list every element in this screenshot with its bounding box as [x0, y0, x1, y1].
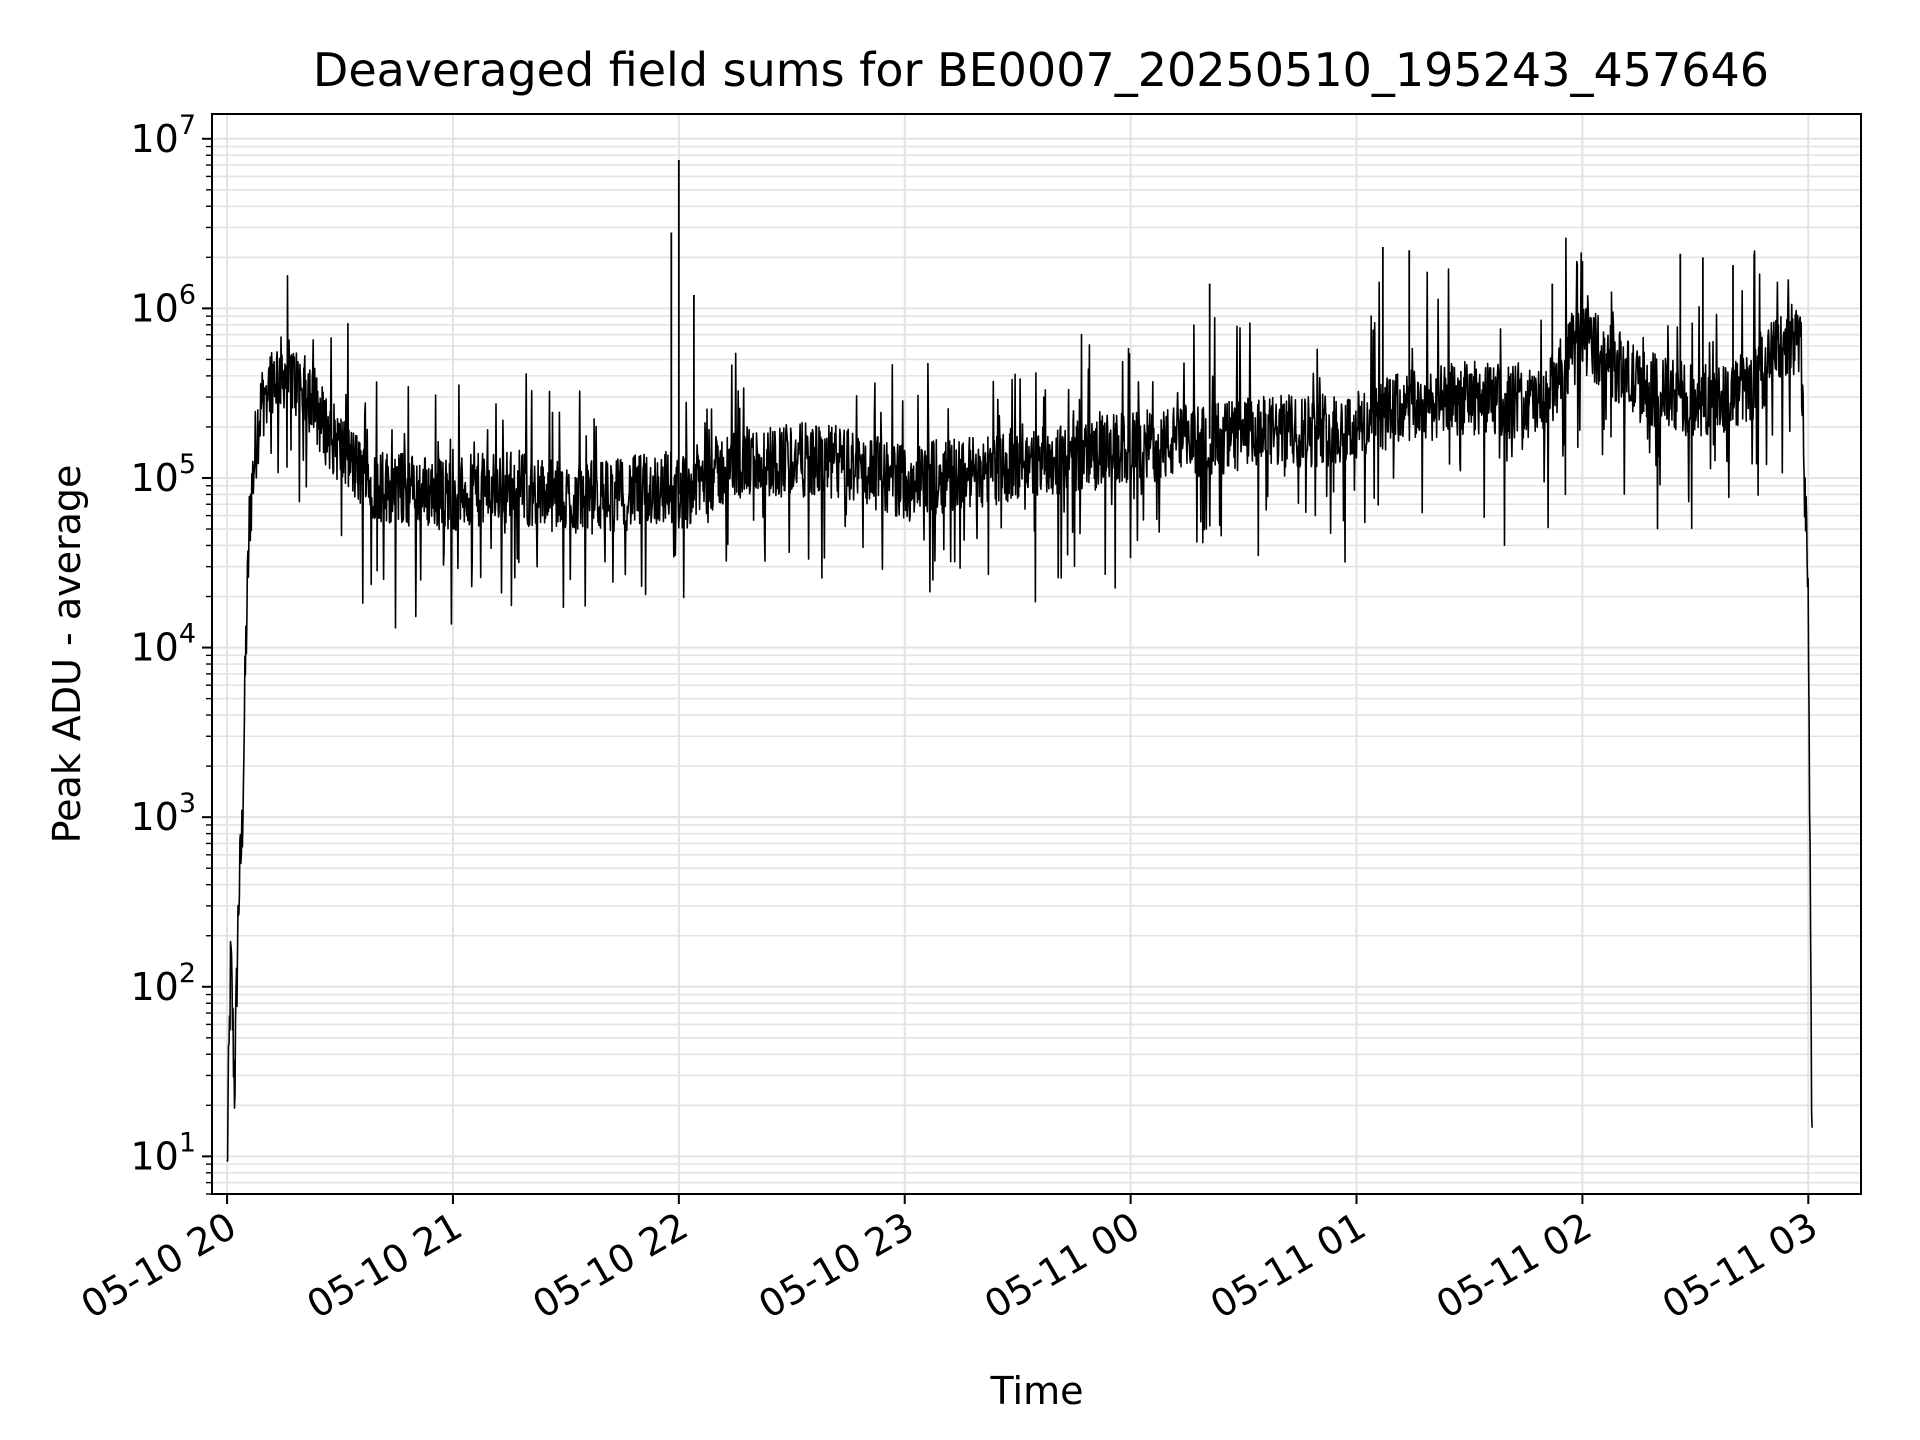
y-tick-base: 10 [130, 286, 178, 330]
y-axis-label: Peak ADU - average [45, 465, 89, 844]
y-tick-base: 10 [130, 626, 178, 670]
chart-title: Deaveraged field sums for BE0007_2025051… [313, 43, 1769, 97]
y-tick-exponent: 3 [179, 788, 196, 819]
y-tick-exponent: 1 [179, 1127, 196, 1158]
y-tick-label: 102 [130, 958, 196, 1009]
y-tick-label: 104 [130, 619, 196, 670]
y-tick-exponent: 5 [179, 449, 196, 480]
y-tick-label: 106 [130, 279, 196, 330]
y-tick-exponent: 4 [179, 619, 196, 650]
y-tick-base: 10 [130, 1134, 178, 1178]
y-tick-exponent: 2 [179, 958, 196, 989]
y-tick-exponent: 7 [179, 110, 196, 141]
axes-frame [211, 113, 1862, 1195]
series-line [226, 237, 1813, 1162]
plot-area [226, 159, 1813, 1162]
y-tick-label: 105 [130, 449, 196, 500]
x-axis-label: Time [990, 1369, 1084, 1413]
y-tick-base: 10 [130, 456, 178, 500]
y-tick-base: 10 [130, 117, 178, 161]
y-tick-base: 10 [130, 795, 178, 839]
y-tick-label: 101 [130, 1127, 196, 1178]
y-tick-label: 107 [130, 110, 196, 161]
y-tick-exponent: 6 [179, 279, 196, 310]
y-tick-label: 103 [130, 788, 196, 839]
y-tick-base: 10 [130, 965, 178, 1009]
